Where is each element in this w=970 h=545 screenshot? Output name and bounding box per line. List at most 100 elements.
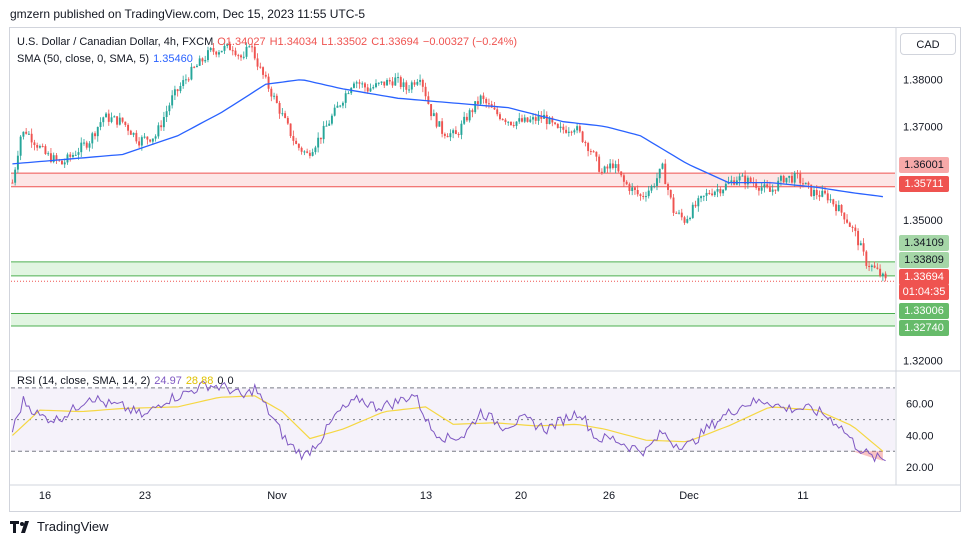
candle-body — [171, 95, 174, 106]
candle-body — [85, 142, 88, 148]
candle-body — [741, 175, 744, 177]
time-axis-tick: 16 — [39, 490, 51, 502]
rsi-sma-line — [11, 395, 884, 452]
candle-body — [576, 126, 579, 131]
candle-body — [744, 175, 747, 185]
candle-body — [870, 265, 873, 268]
candle-body — [482, 95, 485, 99]
candle-body — [824, 190, 826, 194]
candle-body — [540, 115, 543, 119]
candle-body — [633, 187, 636, 191]
candle-body — [212, 48, 215, 52]
candle-body — [507, 121, 510, 123]
candle-body — [614, 164, 617, 169]
candle-body — [793, 172, 796, 183]
candle-body — [229, 43, 231, 51]
candle-body — [821, 190, 824, 197]
price-axis-tick: 1.32000 — [903, 356, 943, 368]
candle-body — [74, 154, 77, 156]
candle-body — [113, 116, 116, 118]
candle-body — [843, 212, 846, 220]
candle-body — [620, 171, 623, 176]
candle-body — [416, 81, 419, 85]
candle-body — [91, 133, 94, 144]
candle-body — [77, 152, 80, 155]
candle-body — [818, 195, 821, 197]
candle-body — [149, 139, 152, 142]
candle-body — [22, 131, 25, 137]
candle-body — [846, 219, 849, 223]
candle-body — [678, 212, 680, 214]
candle-body — [41, 146, 44, 148]
candle-body — [697, 198, 700, 207]
candle-body — [127, 124, 130, 131]
candle-body — [60, 160, 63, 165]
candle-body — [253, 46, 256, 59]
candle-body — [399, 77, 402, 88]
candle-body — [11, 182, 14, 184]
candle-body — [667, 184, 669, 190]
candle-body — [686, 219, 689, 223]
candle-body — [656, 178, 658, 186]
candle-body — [273, 95, 276, 97]
candle-body — [749, 177, 752, 183]
rsi-oversold-fill — [852, 451, 883, 461]
candle-body — [300, 147, 303, 152]
rsi-extra-1: 0 — [217, 375, 224, 387]
currency-button[interactable]: CAD — [900, 33, 956, 55]
candle-body — [311, 152, 314, 156]
candle-body — [408, 89, 411, 91]
candle-body — [636, 190, 639, 195]
candle-body — [738, 176, 741, 181]
candle-body — [529, 119, 532, 122]
sma-value: 1.35460 — [153, 53, 193, 65]
candle-body — [807, 182, 810, 185]
candle-body — [303, 151, 306, 153]
candle-body — [498, 114, 501, 120]
candle-body — [36, 145, 39, 148]
candle-body — [810, 184, 813, 197]
candle-body — [380, 81, 383, 83]
candle-body — [496, 109, 499, 115]
candle-body — [785, 177, 788, 183]
zone-support2 — [11, 313, 895, 326]
candle-body — [256, 58, 259, 67]
red-zone-top-label: 1.36001 — [899, 157, 949, 173]
candle-body — [14, 169, 17, 183]
candle-body — [881, 273, 884, 276]
candle-body — [19, 136, 22, 156]
candle-body — [813, 189, 815, 197]
candle-body — [567, 131, 570, 133]
candle-body — [592, 151, 595, 153]
candle-body — [110, 117, 113, 122]
candle-body — [292, 136, 295, 141]
candle-body — [565, 129, 568, 133]
candle-body — [457, 134, 460, 136]
candle-body — [559, 126, 562, 128]
candle-body — [410, 82, 413, 90]
candle-body — [465, 116, 468, 121]
candle-body — [438, 121, 441, 127]
candle-body — [278, 102, 281, 114]
footer-brand[interactable]: TradingView — [10, 519, 109, 534]
candle-body — [504, 119, 507, 123]
time-axis-tick: 13 — [420, 490, 432, 502]
candle-body — [774, 189, 777, 191]
candle-body — [460, 123, 463, 135]
candle-body — [344, 93, 347, 103]
candle-body — [474, 101, 477, 113]
candle-body — [33, 142, 36, 146]
candle-body — [873, 265, 876, 268]
legend-change: −0.00327 (−0.24%) — [422, 36, 518, 48]
candle-body — [832, 199, 835, 205]
candle-body — [650, 186, 653, 191]
candle-body — [609, 163, 612, 169]
candle-body — [763, 184, 766, 188]
rsi-extra-2: 0 — [227, 375, 234, 387]
candle-body — [713, 191, 716, 196]
time-axis-tick: 23 — [139, 490, 151, 502]
candle-body — [242, 56, 245, 58]
candle-body — [485, 98, 488, 104]
candle-body — [330, 115, 333, 124]
